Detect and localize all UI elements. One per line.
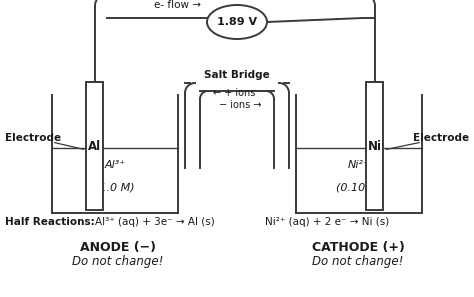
Text: Do not change!: Do not change! xyxy=(73,255,164,268)
Text: Do not change!: Do not change! xyxy=(312,255,404,268)
Text: ← + ions: ← + ions xyxy=(213,88,255,98)
Text: Ni²⁺: Ni²⁺ xyxy=(348,160,370,170)
Text: Electrode: Electrode xyxy=(5,133,61,143)
Text: ANODE (−): ANODE (−) xyxy=(80,241,156,255)
Text: CATHODE (+): CATHODE (+) xyxy=(311,241,404,255)
Bar xyxy=(366,82,383,210)
Text: (1.0 M): (1.0 M) xyxy=(95,182,135,192)
Text: Salt Bridge: Salt Bridge xyxy=(204,70,270,80)
Text: Al³⁺: Al³⁺ xyxy=(104,160,126,170)
Text: Al³⁺ (aq) + 3e⁻ → Al (s): Al³⁺ (aq) + 3e⁻ → Al (s) xyxy=(95,217,215,227)
Text: Ni²⁺ (aq) + 2 e⁻ → Ni (s): Ni²⁺ (aq) + 2 e⁻ → Ni (s) xyxy=(265,217,389,227)
Text: e- flow →: e- flow → xyxy=(155,0,201,10)
Text: Half Reactions:: Half Reactions: xyxy=(5,217,95,227)
Text: Electrode: Electrode xyxy=(413,133,469,143)
Text: − ions →: − ions → xyxy=(219,100,261,110)
Ellipse shape xyxy=(207,5,267,39)
Text: 1.89 V: 1.89 V xyxy=(217,17,257,27)
Bar xyxy=(86,82,103,210)
Text: (0.10 M): (0.10 M) xyxy=(336,182,383,192)
Text: Al: Al xyxy=(89,140,101,152)
Text: Ni: Ni xyxy=(368,140,382,152)
